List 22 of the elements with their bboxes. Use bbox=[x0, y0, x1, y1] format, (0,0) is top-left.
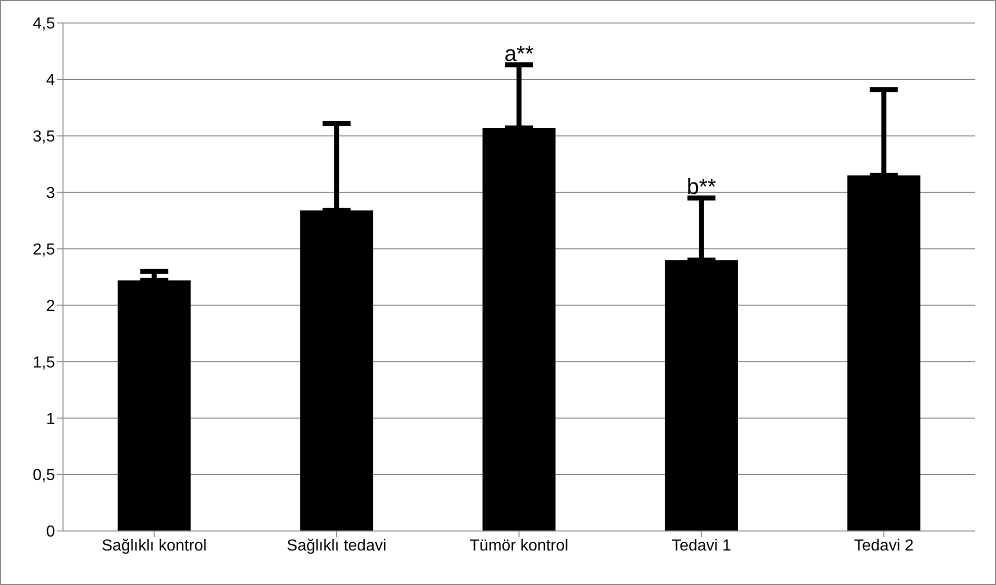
y-tick-label: 2,5 bbox=[32, 241, 56, 258]
bar bbox=[482, 128, 556, 531]
y-tick-label: 4 bbox=[46, 72, 56, 90]
annotation: b** bbox=[686, 174, 717, 199]
x-tick-label: Sağlıklı tedavi bbox=[286, 537, 386, 554]
annotation: a** bbox=[504, 40, 534, 66]
y-tick-label: 4,5 bbox=[32, 16, 56, 33]
y-tick-label: 3 bbox=[46, 185, 56, 202]
y-tick-label: 1 bbox=[46, 410, 56, 428]
y-tick-label: 0,5 bbox=[32, 467, 56, 484]
bar bbox=[118, 280, 191, 531]
y-tick-label: 3,5 bbox=[32, 128, 56, 146]
bar bbox=[664, 260, 738, 531]
x-tick-label: Tedavi 2 bbox=[854, 537, 914, 554]
x-tick-label: Tedavi 1 bbox=[672, 537, 732, 554]
bar bbox=[300, 210, 374, 531]
y-tick-label: 2 bbox=[46, 298, 56, 315]
x-tick-label: Tümör kontrol bbox=[470, 537, 568, 554]
bar bbox=[847, 175, 920, 531]
y-tick-label: 0 bbox=[46, 524, 56, 541]
x-tick-label: Sağlıklı kontrol bbox=[102, 537, 207, 554]
y-tick-label: 1,5 bbox=[32, 354, 56, 372]
